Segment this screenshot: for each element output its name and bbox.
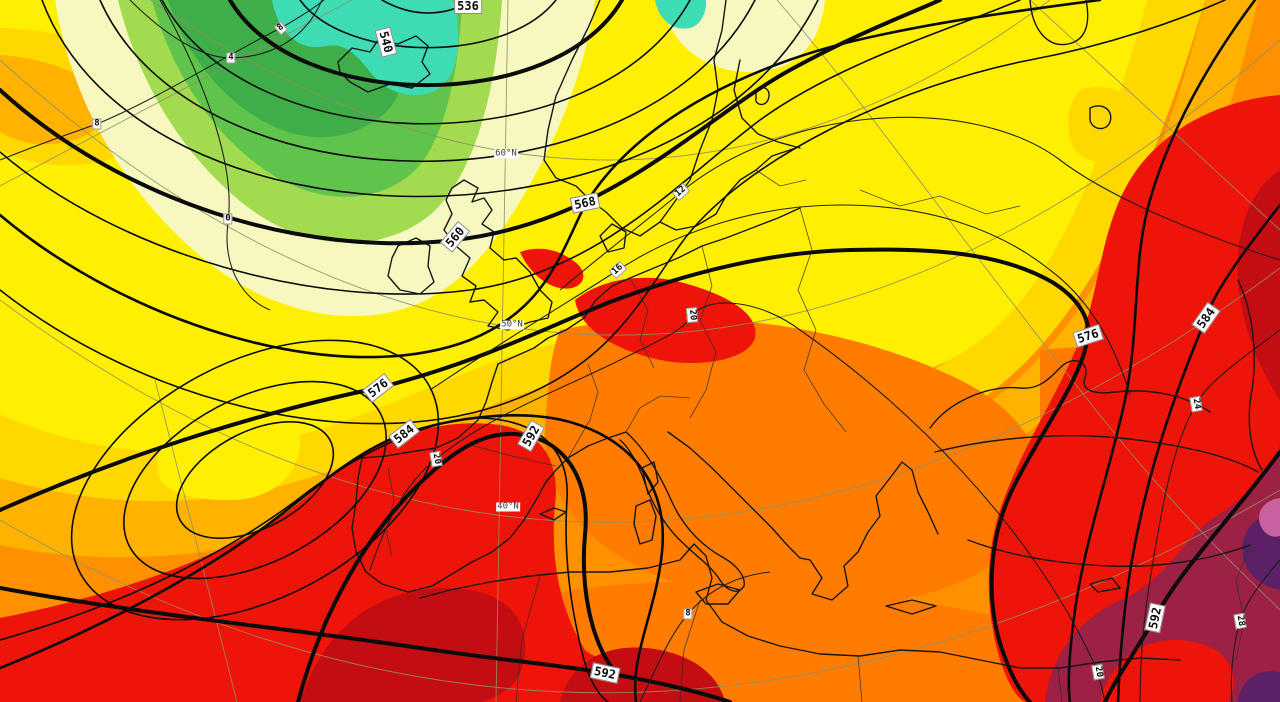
- country-borders: [385, 169, 1251, 702]
